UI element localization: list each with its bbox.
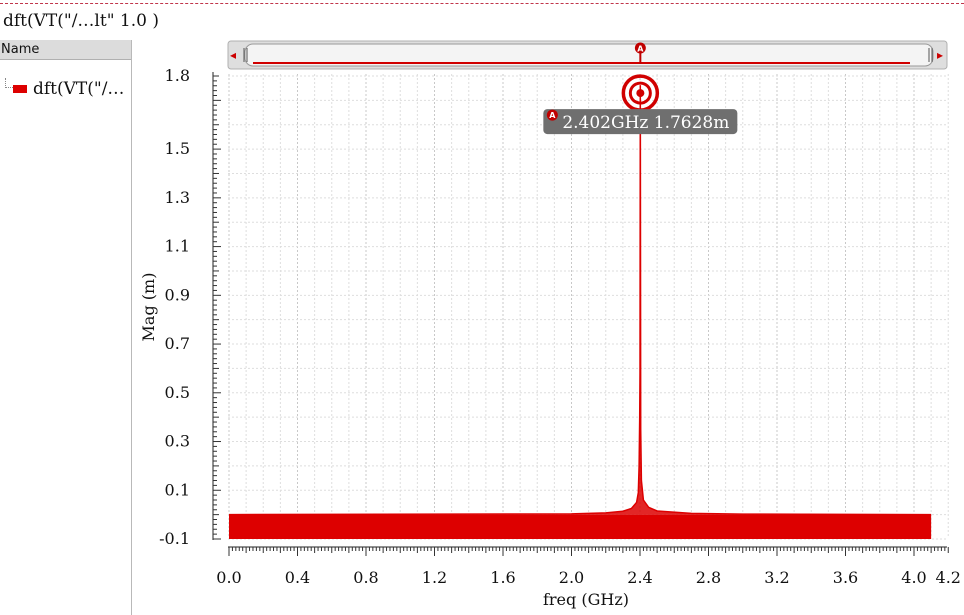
y-tick-label: 1.5 (165, 139, 190, 158)
x-tick-label: 2.4 (627, 568, 652, 587)
zoom-scrollbar[interactable]: ◂ ▸ A (228, 41, 947, 69)
x-tick-label: 3.6 (833, 568, 858, 587)
y-tick-label: 0.1 (165, 480, 190, 499)
marker-target-center (636, 89, 644, 97)
x-tick-label: 4.2 (936, 568, 961, 587)
x-tick-labels: 0.0 0.4 0.8 1.2 1.6 2.0 2.4 2.8 3.2 3.6 4.0 4.2 (216, 568, 961, 587)
grid (228, 74, 948, 539)
x-tick-label: 0.4 (285, 568, 310, 587)
y-tick-label: 1.8 (165, 66, 190, 85)
y-axis-label: Mag (m) (139, 273, 158, 342)
x-tick-label: 4.0 (901, 568, 926, 587)
y-tick-label: -0.1 (159, 529, 190, 548)
y-tick-label: 0.7 (165, 334, 190, 353)
y-tick-label: 0.3 (165, 432, 190, 451)
y-tick-label: 1.3 (165, 188, 190, 207)
x-tick-label: 0.0 (216, 568, 241, 587)
marker-readout: 2.402GHz 1.7628m (562, 113, 729, 133)
x-axis-label: freq (GHz) (543, 590, 629, 609)
scrollbar-marker-letter: A (637, 45, 644, 54)
series-noise-band (229, 515, 931, 539)
y-tick-label: 0.5 (165, 383, 190, 402)
x-tick-label: 0.8 (353, 568, 378, 587)
plot-background (228, 74, 947, 538)
y-tick-labels: 1.8 1.5 1.3 1.1 0.9 0.7 0.5 0.3 0.1 -0.1 (159, 66, 190, 548)
marker-badge-letter: A (549, 111, 556, 120)
y-tick-label: 0.9 (165, 285, 190, 304)
y-tick-label: 1.1 (165, 237, 190, 256)
x-tick-label: 1.2 (422, 568, 447, 587)
x-tick-label: 3.2 (764, 568, 789, 587)
scroll-left-icon[interactable]: ◂ (230, 48, 236, 62)
x-tick-label: 1.6 (490, 568, 515, 587)
x-tick-label: 2.0 (559, 568, 584, 587)
x-tick-label: 2.8 (696, 568, 721, 587)
scroll-right-icon[interactable]: ▸ (937, 48, 943, 62)
